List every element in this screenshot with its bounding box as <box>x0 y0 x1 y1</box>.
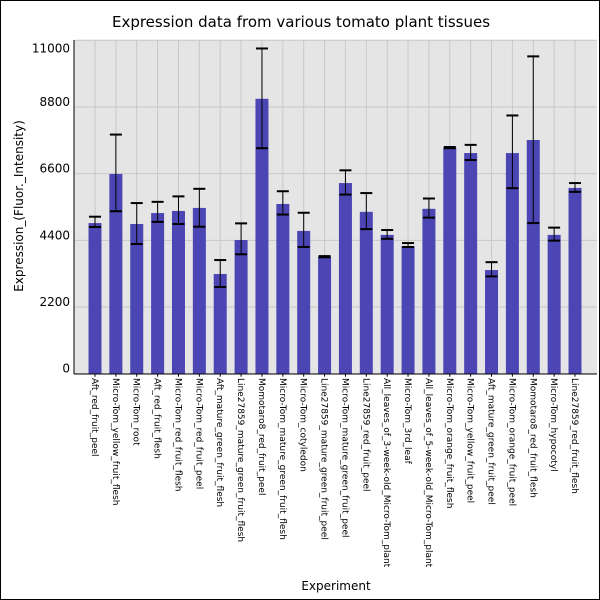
x-tick-label: Micro-Tom_hypocotyl <box>548 378 558 472</box>
x-tick-label: Micro-Tom_root <box>131 378 141 446</box>
y-tick-label: 11000 <box>32 41 70 55</box>
bar <box>130 223 144 374</box>
x-tick-label: Line27859_mature_green_fruit_flesh <box>235 378 245 542</box>
bar <box>568 187 582 374</box>
bar <box>526 140 540 374</box>
x-tick-label: Micro-Tom_yellow_fruit_peel <box>465 378 475 503</box>
x-tick-label: Momotaro8_red_fruit_peel <box>256 378 266 495</box>
error-bars <box>89 47 582 289</box>
x-tick-label: Micro-Tom_red_fruit_flesh <box>172 378 182 492</box>
x-tick-label: Micro-Tom_mature_green_fruit_peel <box>339 378 349 538</box>
x-tick-label: Micro-Tom_yellow_fruit_flesh <box>110 378 120 506</box>
bar <box>109 173 123 374</box>
x-tick-label: Line27859_red_fruit_flesh <box>569 378 579 494</box>
bar <box>401 246 415 374</box>
y-tick-label: 0 <box>62 362 70 376</box>
bar <box>88 223 102 374</box>
x-tick-label: Aft_red_fruit_flesh <box>152 378 162 459</box>
chart-title: Expression data from various tomato plan… <box>112 13 490 31</box>
x-tick-label: Aft_mature_green_fruit_flesh <box>214 378 224 507</box>
bar <box>338 183 352 374</box>
bar <box>422 208 436 374</box>
x-tick-label: Aft_mature_green_fruit_peel <box>486 378 496 505</box>
bar <box>276 203 290 374</box>
bar <box>464 153 478 374</box>
x-tick-label: Micro-Tom_mature_green_fruit_flesh <box>277 378 287 540</box>
bar <box>485 270 499 374</box>
x-tick-label: Micro-Tom_orange_fruit_peel <box>506 378 516 506</box>
x-tick-label: All_leaves_of_3-week-old_Micro-Tom_plant <box>381 378 391 568</box>
bar <box>297 230 311 374</box>
bar <box>171 210 185 374</box>
y-tick-label: 4400 <box>39 228 70 242</box>
x-tick-label: Aft_red_fruit_peel <box>89 378 99 457</box>
x-tick-label: Micro-Tom_cotyledon <box>298 378 308 472</box>
y-tick-labels: 0 2200 4400 6600 8800 11000 <box>32 41 70 375</box>
bars <box>88 98 582 374</box>
x-tick-label: Micro-Tom_red_fruit_peel <box>193 378 203 489</box>
bar <box>380 234 394 374</box>
bar <box>255 98 269 374</box>
bar <box>213 273 227 374</box>
x-tick-label: All_leaves_of_5-week-old_Micro-Tom_plant <box>423 378 433 568</box>
y-tick-label: 8800 <box>39 95 70 109</box>
x-tick-label: Momotaro8_red_fruit_flesh <box>527 378 537 498</box>
x-tick-label: Line27859_red_fruit_peel <box>360 378 370 492</box>
bar <box>318 256 332 374</box>
y-tick-label: 2200 <box>39 295 70 309</box>
x-tick-labels: Aft_red_fruit_peel Micro-Tom_yellow_fruit… <box>89 373 579 568</box>
bar <box>151 213 165 374</box>
bar <box>505 153 519 374</box>
bar <box>443 147 457 374</box>
x-tick-label: Micro-Tom_orange_fruit_flesh <box>444 378 454 508</box>
x-tick-label: Line27859_mature_green_fruit_peel <box>319 378 329 540</box>
bar <box>359 211 373 374</box>
y-tick-label: 6600 <box>39 162 70 176</box>
x-tick-label: Micro-Tom_3rd_leaf <box>402 378 412 465</box>
bar <box>192 207 206 374</box>
y-axis-label: Expression_(Fluor._Intensity) <box>12 120 26 292</box>
bar <box>234 240 248 374</box>
bar <box>547 234 561 374</box>
x-axis-label: Experiment <box>301 579 371 593</box>
